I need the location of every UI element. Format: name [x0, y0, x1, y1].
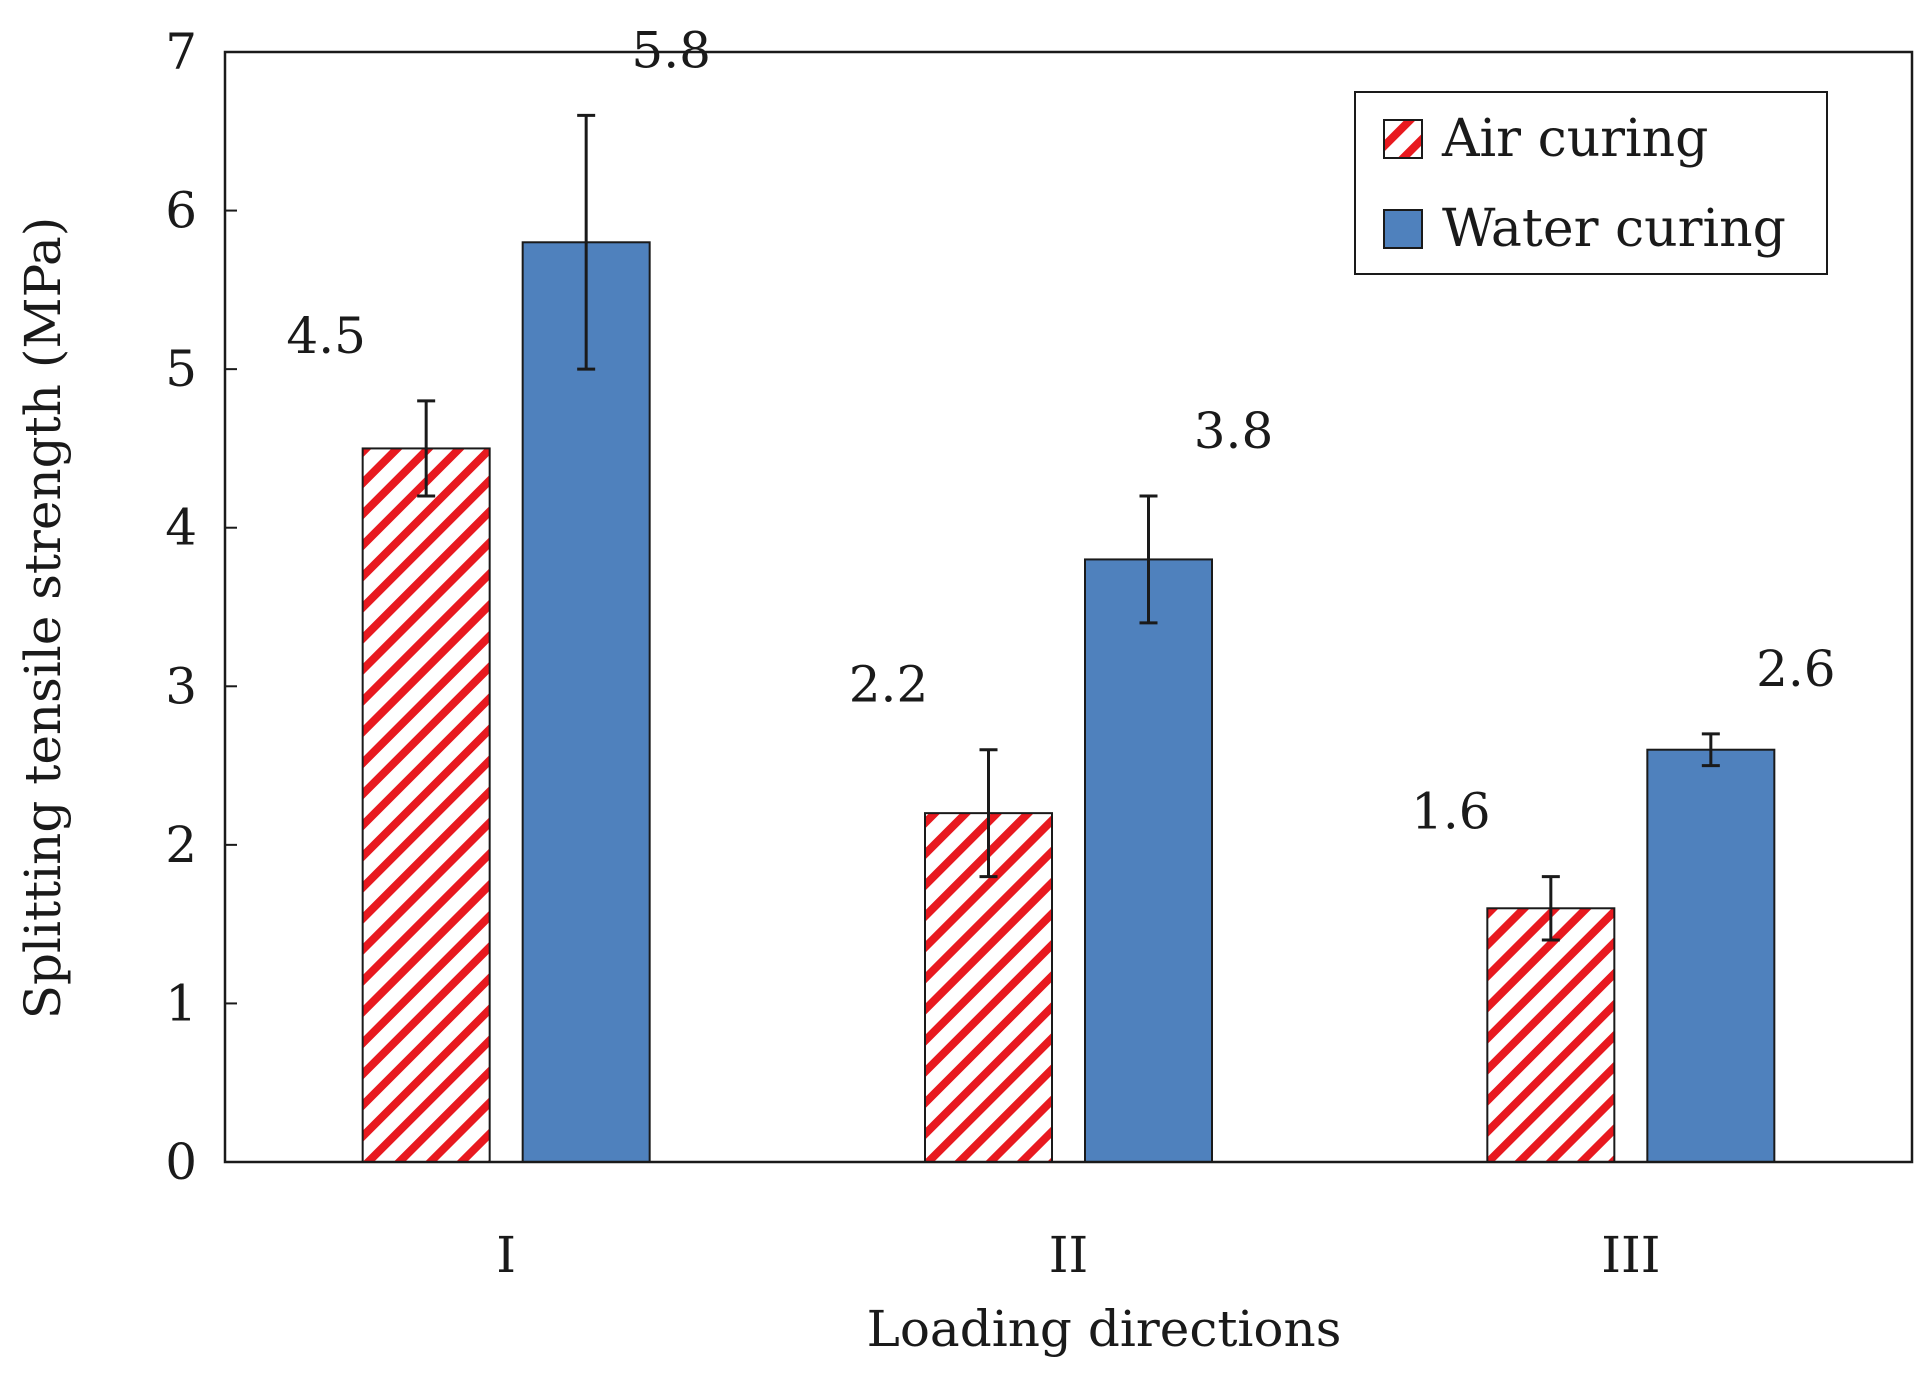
data-label-water-curing: 2.6: [1756, 640, 1836, 698]
legend: Air curing Water curing: [1354, 91, 1828, 275]
legend-box: [1354, 91, 1828, 275]
data-label-water-curing: 5.8: [631, 21, 711, 79]
x-axis: I II III: [496, 1226, 1660, 1284]
plot-area-frame: [223, 50, 1914, 1164]
data-label-air-curing: 4.5: [286, 307, 366, 365]
y-tick-label: 5: [165, 340, 197, 398]
y-axis-title: Splitting tensile strength (MPa): [14, 217, 72, 1020]
legend-swatch-water-curing: [1383, 209, 1423, 249]
legend-label-air-curing: Air curing: [1441, 109, 1708, 169]
bar-air-curing: [1486, 907, 1616, 1163]
y-tick-label: 7: [165, 23, 197, 81]
y-tick-label: 6: [165, 182, 197, 240]
y-tick-label: 0: [165, 1133, 197, 1191]
legend-label-water-curing: Water curing: [1442, 199, 1786, 259]
y-axis: 0 1 2 3 4 5 6 7: [165, 23, 237, 1191]
data-label-water-curing: 3.8: [1194, 402, 1274, 460]
x-tick-label: II: [1049, 1226, 1089, 1284]
data-labels-layer: 4.5 2.2 1.6 5.8 3.8 2.6: [286, 21, 1835, 840]
bar-water-curing: [521, 241, 651, 1164]
error-bars-layer: [417, 113, 1720, 942]
bar-water-curing: [1646, 748, 1776, 1163]
y-tick-label: 2: [165, 816, 197, 874]
y-tick-label: 1: [165, 974, 197, 1032]
x-tick-label: III: [1601, 1226, 1660, 1284]
bars-layer: [361, 241, 1776, 1164]
y-tick-label: 4: [165, 499, 197, 557]
y-tick-label: 3: [165, 657, 197, 715]
x-axis-title: Loading directions: [867, 1300, 1342, 1358]
data-label-air-curing: 1.6: [1411, 783, 1491, 841]
data-label-air-curing: 2.2: [849, 656, 929, 714]
x-tick-label: I: [496, 1226, 516, 1284]
bar-water-curing: [1084, 558, 1213, 1163]
bar-air-curing: [361, 447, 491, 1163]
legend-swatch-air-curing: [1383, 119, 1423, 159]
